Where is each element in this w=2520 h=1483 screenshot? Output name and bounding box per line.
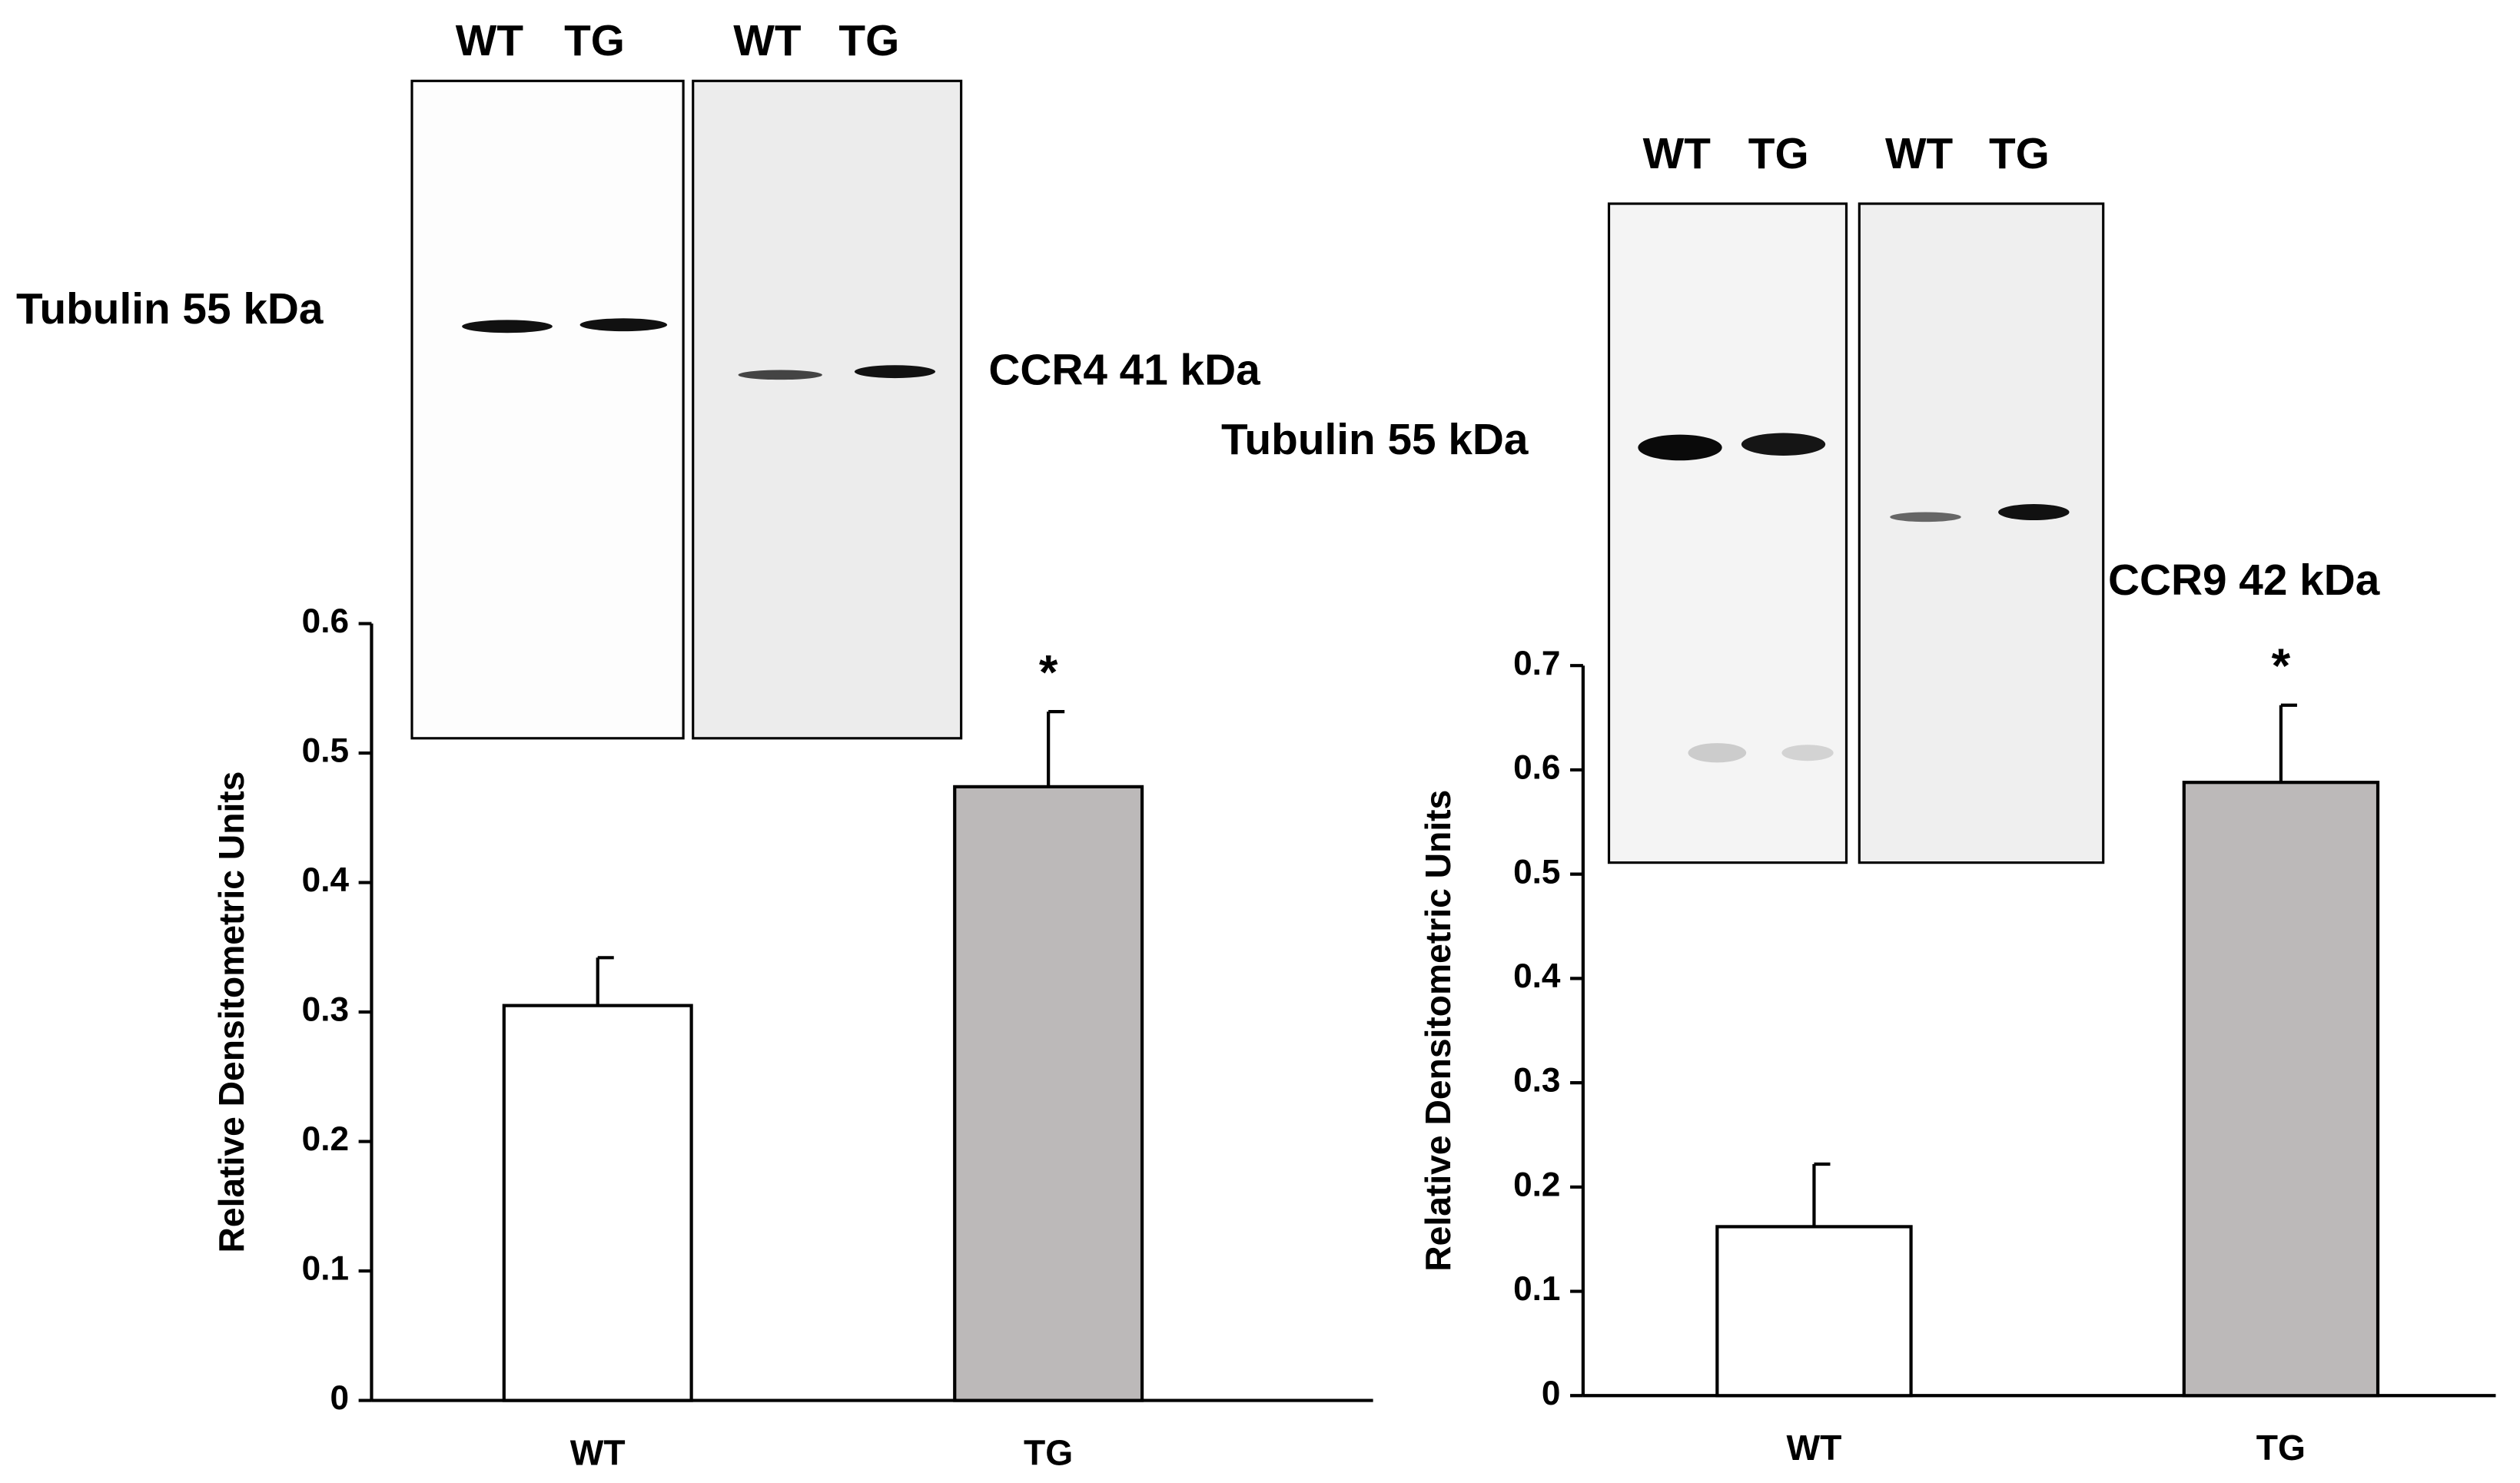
band-label: CCR9 42 kDa: [2108, 556, 2380, 605]
band: [1638, 434, 1722, 461]
lane-label: TG: [1748, 130, 1809, 178]
band-label: Tubulin 55 kDa: [1221, 416, 1529, 464]
y-tick-label: 0: [1542, 1375, 1561, 1412]
bar: [502, 1004, 693, 1402]
band-label: Tubulin 55 kDa: [16, 285, 324, 333]
y-tick-label: 0.6: [302, 602, 349, 640]
y-tick-label: 0.6: [1513, 749, 1560, 787]
y-axis-label: Relative Densitometric Units: [1418, 790, 1458, 1272]
band: [1688, 743, 1747, 763]
x-tick-label: WT: [570, 1432, 626, 1472]
y-tick-label: 0.4: [1513, 957, 1561, 995]
y-tick-label: 0.2: [302, 1120, 349, 1158]
blot-panel: [1607, 202, 1848, 864]
y-tick-label: 0.1: [1513, 1270, 1560, 1308]
y-tick-label: 0.2: [1513, 1166, 1560, 1203]
y-tick-label: 0: [330, 1379, 349, 1417]
band: [1998, 504, 2070, 521]
y-tick-label: 0.1: [302, 1250, 349, 1288]
band-label: CCR4 41 kDa: [988, 347, 1260, 395]
y-axis-label: Relative Densitometric Units: [211, 771, 251, 1253]
band: [1741, 433, 1826, 456]
y-tick-label: 0.3: [302, 991, 349, 1029]
band: [1781, 745, 1834, 761]
x-tick-label: TG: [1024, 1432, 1073, 1472]
y-tick-label: 0.3: [1513, 1062, 1560, 1100]
bar: [953, 785, 1144, 1402]
y-tick-label: 0.7: [1513, 645, 1560, 682]
y-tick-label: 0.5: [302, 732, 349, 770]
band: [462, 320, 553, 333]
blot-panel: [692, 79, 963, 740]
charts: 0 0.1 0.2 0.3 0.4 0.5 0.6 Relative Densitometri…: [211, 602, 2496, 1472]
y-tick-label: 0.5: [1513, 853, 1560, 891]
band: [854, 365, 936, 379]
band: [1890, 512, 1961, 523]
lane-label: TG: [1989, 130, 2050, 178]
lane-label: WT: [1643, 130, 1712, 178]
bar: [1715, 1225, 1913, 1398]
blot-panel: [410, 79, 685, 740]
lane-label: WT: [733, 17, 802, 65]
band: [738, 370, 822, 380]
lane-label: TG: [838, 17, 899, 65]
lane-label: WT: [456, 17, 524, 65]
blot-panel: [1858, 202, 2105, 864]
blot-left: WT TG WT TG Tubulin 55 kDa CCR4 41 kDa: [16, 17, 1260, 740]
lane-label: TG: [564, 17, 625, 65]
band: [579, 318, 668, 332]
lane-label: WT: [1885, 130, 1954, 178]
annotation: *: [2272, 639, 2291, 693]
blot-right: WT TG WT TG Tubulin 55 kDa CCR9 42 kDa: [1221, 130, 2380, 864]
y-tick-label: 0.4: [302, 861, 350, 899]
x-tick-label: TG: [2256, 1428, 2306, 1468]
annotation: *: [1039, 646, 1058, 700]
bar: [2182, 781, 2380, 1398]
x-tick-label: WT: [1787, 1428, 1842, 1468]
